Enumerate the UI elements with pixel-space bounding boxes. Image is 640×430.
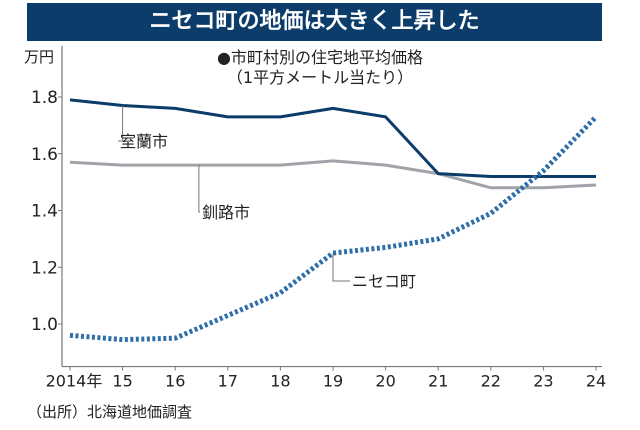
y-tick-label: 1.0 (31, 315, 58, 335)
x-tick-label: 15 (112, 372, 132, 391)
x-tick-label: 16 (165, 372, 185, 391)
x-tick-label: 20 (375, 372, 395, 391)
y-axis-unit: 万円 (24, 48, 55, 66)
series-line-0 (69, 98, 596, 178)
chart-subtitle-line1: ●市町村別の住宅地平均価格 (217, 48, 423, 67)
x-tick-label: 23 (533, 372, 553, 391)
series-line-1 (69, 159, 597, 190)
x-tick-label: 24 (586, 372, 606, 391)
x-tick-label: 18 (270, 372, 290, 391)
x-tick-label: 2014年 (46, 372, 103, 391)
y-tick-label: 1.2 (31, 258, 58, 278)
chart-title: ニセコ町の地価は大きく上昇した (27, 3, 602, 41)
series-leader-line (198, 165, 200, 213)
series-label: 室蘭市 (120, 132, 168, 151)
x-tick-label: 22 (481, 372, 501, 391)
chart-subtitle-line2: （1平方メートル当たり） (226, 68, 414, 87)
series-line-2 (69, 115, 598, 343)
series-leader-line (118, 105, 124, 142)
x-tick-label: 19 (323, 372, 343, 391)
y-tick-label: 1.6 (31, 145, 58, 165)
y-tick-label: 1.4 (31, 202, 58, 222)
series-label: 釧路市 (202, 203, 250, 222)
series-label: ニセコ町 (352, 272, 416, 291)
x-tick-label: 17 (218, 372, 238, 391)
x-tick-label: 21 (428, 372, 448, 391)
series-leader-line (332, 253, 350, 282)
source-note: （出所）北海道地価調査 (27, 403, 193, 421)
y-tick-label: 1.8 (31, 88, 58, 108)
